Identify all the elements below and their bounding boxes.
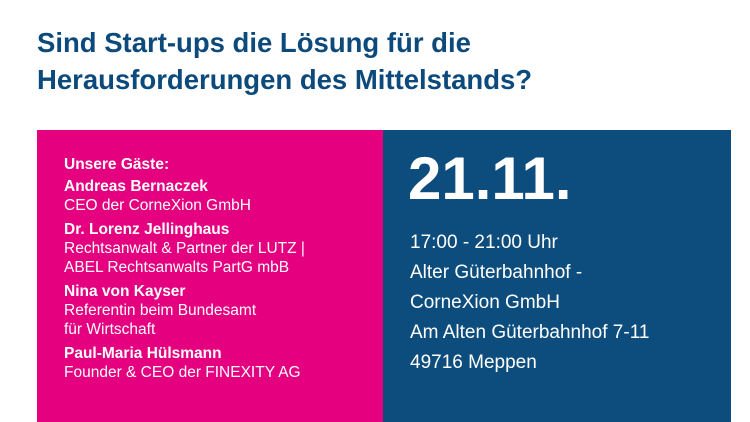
detail-line: Am Alten Güterbahnhof 7-11 [410, 322, 650, 343]
detail-line: Alter Güterbahnhof - [410, 262, 583, 283]
guest-list: Andreas Bernaczek CEO der CorneXion GmbH D… [64, 177, 305, 387]
guest: Dr. Lorenz Jellinghaus Rechtsanwalt & Par… [64, 220, 305, 277]
guest: Paul-Maria Hülsmann Founder & CEO der FIN… [64, 344, 305, 382]
guest-role: Rechtsanwalt & Partner der LUTZ | [64, 240, 305, 257]
title: Sind Start-ups die Lösung für die Herausf… [37, 24, 532, 98]
title-line: Sind Start-ups die Lösung für die [37, 27, 471, 58]
detail-line: 49716 Meppen [410, 352, 537, 373]
event-details: 17:00 - 21:00 Uhr Alter Güterbahnhof - Cor… [410, 228, 649, 378]
guest-name: Andreas Bernaczek [64, 178, 208, 195]
guest-role: ABEL Rechtsanwalts PartG mbB [64, 259, 290, 276]
detail-line: 17:00 - 21:00 Uhr [410, 232, 558, 253]
guest-role: Referentin beim Bundesamt [64, 302, 257, 319]
guest-role: CEO der CorneXion GmbH [64, 197, 251, 214]
guests-panel: Unsere Gäste: Andreas Bernaczek CEO der C… [37, 130, 383, 422]
guests-heading: Unsere Gäste: [64, 156, 170, 173]
guest: Andreas Bernaczek CEO der CorneXion GmbH [64, 177, 305, 215]
guest-name: Nina von Kayser [64, 283, 186, 300]
guest-role: Founder & CEO der FINEXITY AG [64, 364, 301, 381]
event-date: 21.11. [408, 145, 572, 212]
guest-role: für Wirtschaft [64, 321, 156, 338]
guest: Nina von Kayser Referentin beim Bundesamt… [64, 282, 305, 339]
title-line: Herausforderungen des Mittelstands? [37, 64, 533, 95]
detail-line: CorneXion GmbH [410, 292, 560, 313]
event-panel: 21.11. 17:00 - 21:00 Uhr Alter Güterbahnh… [383, 130, 731, 422]
guest-name: Dr. Lorenz Jellinghaus [64, 221, 230, 238]
guest-name: Paul-Maria Hülsmann [64, 345, 222, 362]
